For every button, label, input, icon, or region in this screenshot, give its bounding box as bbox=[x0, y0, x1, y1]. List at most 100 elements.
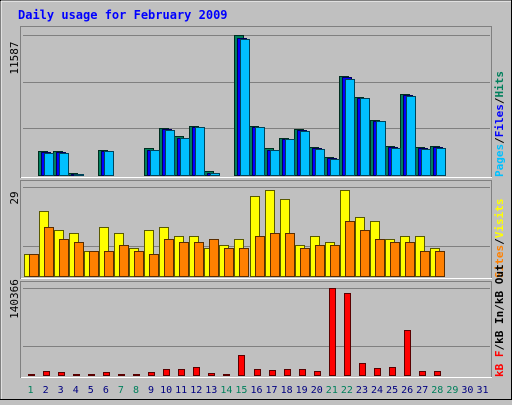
panel-max-label: 11587 bbox=[8, 41, 21, 74]
bar-kb-f-day-9 bbox=[148, 372, 155, 376]
legend-item: kB F bbox=[493, 351, 506, 378]
bar-kb-f-day-13 bbox=[208, 373, 215, 376]
bar-pages-day-13 bbox=[210, 173, 220, 176]
bar-pages-day-17 bbox=[270, 150, 280, 176]
bar-kb-f-day-3 bbox=[58, 372, 65, 376]
legend-item: / bbox=[493, 238, 506, 245]
bar-sites-day-17 bbox=[270, 233, 280, 277]
bar-kb-f-day-19 bbox=[299, 369, 306, 376]
legend-item: Visits bbox=[493, 199, 506, 239]
x-tick-label-day-13: 13 bbox=[205, 385, 217, 396]
x-tick-label-day-29: 29 bbox=[446, 385, 458, 396]
bar-kb-f-day-12 bbox=[193, 367, 200, 376]
bar-kb-f-day-16 bbox=[254, 369, 261, 376]
bar-kb-f-day-22 bbox=[344, 293, 351, 376]
bar-pages-day-21 bbox=[330, 159, 340, 176]
bar-kb-f-day-23 bbox=[359, 363, 366, 376]
bar-sites-day-14 bbox=[224, 248, 234, 277]
bar-kb-f-day-2 bbox=[43, 371, 50, 376]
x-tick-label-day-8: 8 bbox=[133, 385, 139, 396]
bar-sites-day-2 bbox=[44, 227, 54, 277]
bar-sites-day-4 bbox=[74, 242, 84, 277]
x-tick-label-day-12: 12 bbox=[190, 385, 202, 396]
legend-item: Pages bbox=[493, 144, 506, 177]
bar-sites-day-11 bbox=[179, 242, 189, 277]
bar-kb-f-day-27 bbox=[419, 371, 426, 376]
series-kb-f bbox=[28, 288, 441, 376]
bar-kb-f-day-7 bbox=[118, 374, 125, 376]
bar-pages-day-23 bbox=[360, 98, 370, 176]
bar-sites-day-19 bbox=[300, 248, 310, 277]
legend-item: Hits bbox=[493, 71, 506, 98]
bar-sites-day-12 bbox=[194, 242, 204, 277]
bar-kb-f-day-1 bbox=[28, 374, 35, 376]
legend-item: / bbox=[493, 97, 506, 104]
x-tick-label-day-30: 30 bbox=[461, 385, 473, 396]
x-tick-label-day-20: 20 bbox=[311, 385, 323, 396]
panel-max-label: 29 bbox=[8, 191, 21, 204]
chart-panels: 11587Pages/Files/Hits29Sites/Visits14036… bbox=[8, 26, 506, 378]
bar-pages-day-3 bbox=[59, 153, 69, 176]
x-tick-label-day-9: 9 bbox=[148, 385, 154, 396]
bar-sites-day-8 bbox=[134, 251, 144, 277]
x-tick-label-day-14: 14 bbox=[220, 385, 232, 396]
x-tick-label-day-25: 25 bbox=[386, 385, 398, 396]
bar-pages-day-22 bbox=[345, 79, 355, 176]
x-tick-label-day-27: 27 bbox=[416, 385, 428, 396]
bar-kb-f-day-14 bbox=[223, 374, 230, 376]
x-tick-label-day-7: 7 bbox=[118, 385, 124, 396]
x-tick-label-day-17: 17 bbox=[266, 385, 278, 396]
panel-max-label: 140366 bbox=[8, 279, 21, 319]
panel-legend: Sites/Visits bbox=[493, 199, 506, 279]
bar-pages-day-15 bbox=[240, 39, 250, 176]
x-tick-label-day-19: 19 bbox=[296, 385, 308, 396]
bar-sites-day-24 bbox=[375, 239, 385, 277]
x-tick-label-day-2: 2 bbox=[43, 385, 49, 396]
bar-pages-day-6 bbox=[104, 151, 114, 176]
bar-sites-day-18 bbox=[285, 233, 295, 277]
bar-sites-day-9 bbox=[149, 254, 159, 277]
bar-kb-f-day-17 bbox=[269, 370, 276, 376]
bar-sites-day-7 bbox=[119, 245, 129, 277]
legend-item: / bbox=[493, 137, 506, 144]
legend-item: / bbox=[493, 304, 506, 311]
x-tick-label-day-1: 1 bbox=[28, 385, 34, 396]
bar-pages-day-4 bbox=[74, 174, 84, 176]
bar-kb-f-day-4 bbox=[73, 374, 80, 376]
bar-pages-day-16 bbox=[255, 127, 265, 176]
bar-kb-f-day-21 bbox=[329, 288, 336, 376]
bar-pages-day-28 bbox=[436, 148, 446, 176]
bar-kb-f-day-10 bbox=[163, 369, 170, 376]
bar-sites-day-27 bbox=[420, 251, 430, 277]
bar-pages-day-2 bbox=[44, 153, 54, 176]
bar-kb-f-day-26 bbox=[404, 330, 411, 376]
series-pages bbox=[44, 39, 446, 176]
bar-kb-f-day-28 bbox=[434, 371, 441, 376]
legend-item: kB Out bbox=[493, 264, 506, 304]
bar-sites-day-22 bbox=[345, 221, 355, 277]
bar-pages-day-27 bbox=[421, 149, 431, 176]
bar-sites-day-16 bbox=[255, 236, 265, 277]
bar-sites-day-13 bbox=[209, 239, 219, 277]
bar-pages-day-18 bbox=[285, 139, 295, 176]
bar-kb-f-day-11 bbox=[178, 369, 185, 376]
x-tick-label-day-22: 22 bbox=[341, 385, 353, 396]
bar-kb-f-day-20 bbox=[314, 371, 321, 376]
bar-sites-day-5 bbox=[89, 251, 99, 277]
bar-kb-f-day-25 bbox=[389, 367, 396, 376]
bar-pages-day-24 bbox=[376, 121, 386, 176]
chart-title: Daily usage for February 2009 bbox=[18, 8, 228, 22]
bar-sites-day-28 bbox=[435, 251, 445, 277]
bar-sites-day-25 bbox=[390, 242, 400, 277]
x-tick-label-day-21: 21 bbox=[326, 385, 338, 396]
x-tick-label-day-24: 24 bbox=[371, 385, 383, 396]
bar-pages-day-12 bbox=[195, 127, 205, 176]
bar-pages-day-26 bbox=[406, 96, 416, 176]
bar-sites-day-3 bbox=[59, 239, 69, 277]
bar-sites-day-20 bbox=[315, 245, 325, 277]
bar-sites-day-10 bbox=[164, 239, 174, 277]
bar-kb-f-day-5 bbox=[88, 374, 95, 376]
